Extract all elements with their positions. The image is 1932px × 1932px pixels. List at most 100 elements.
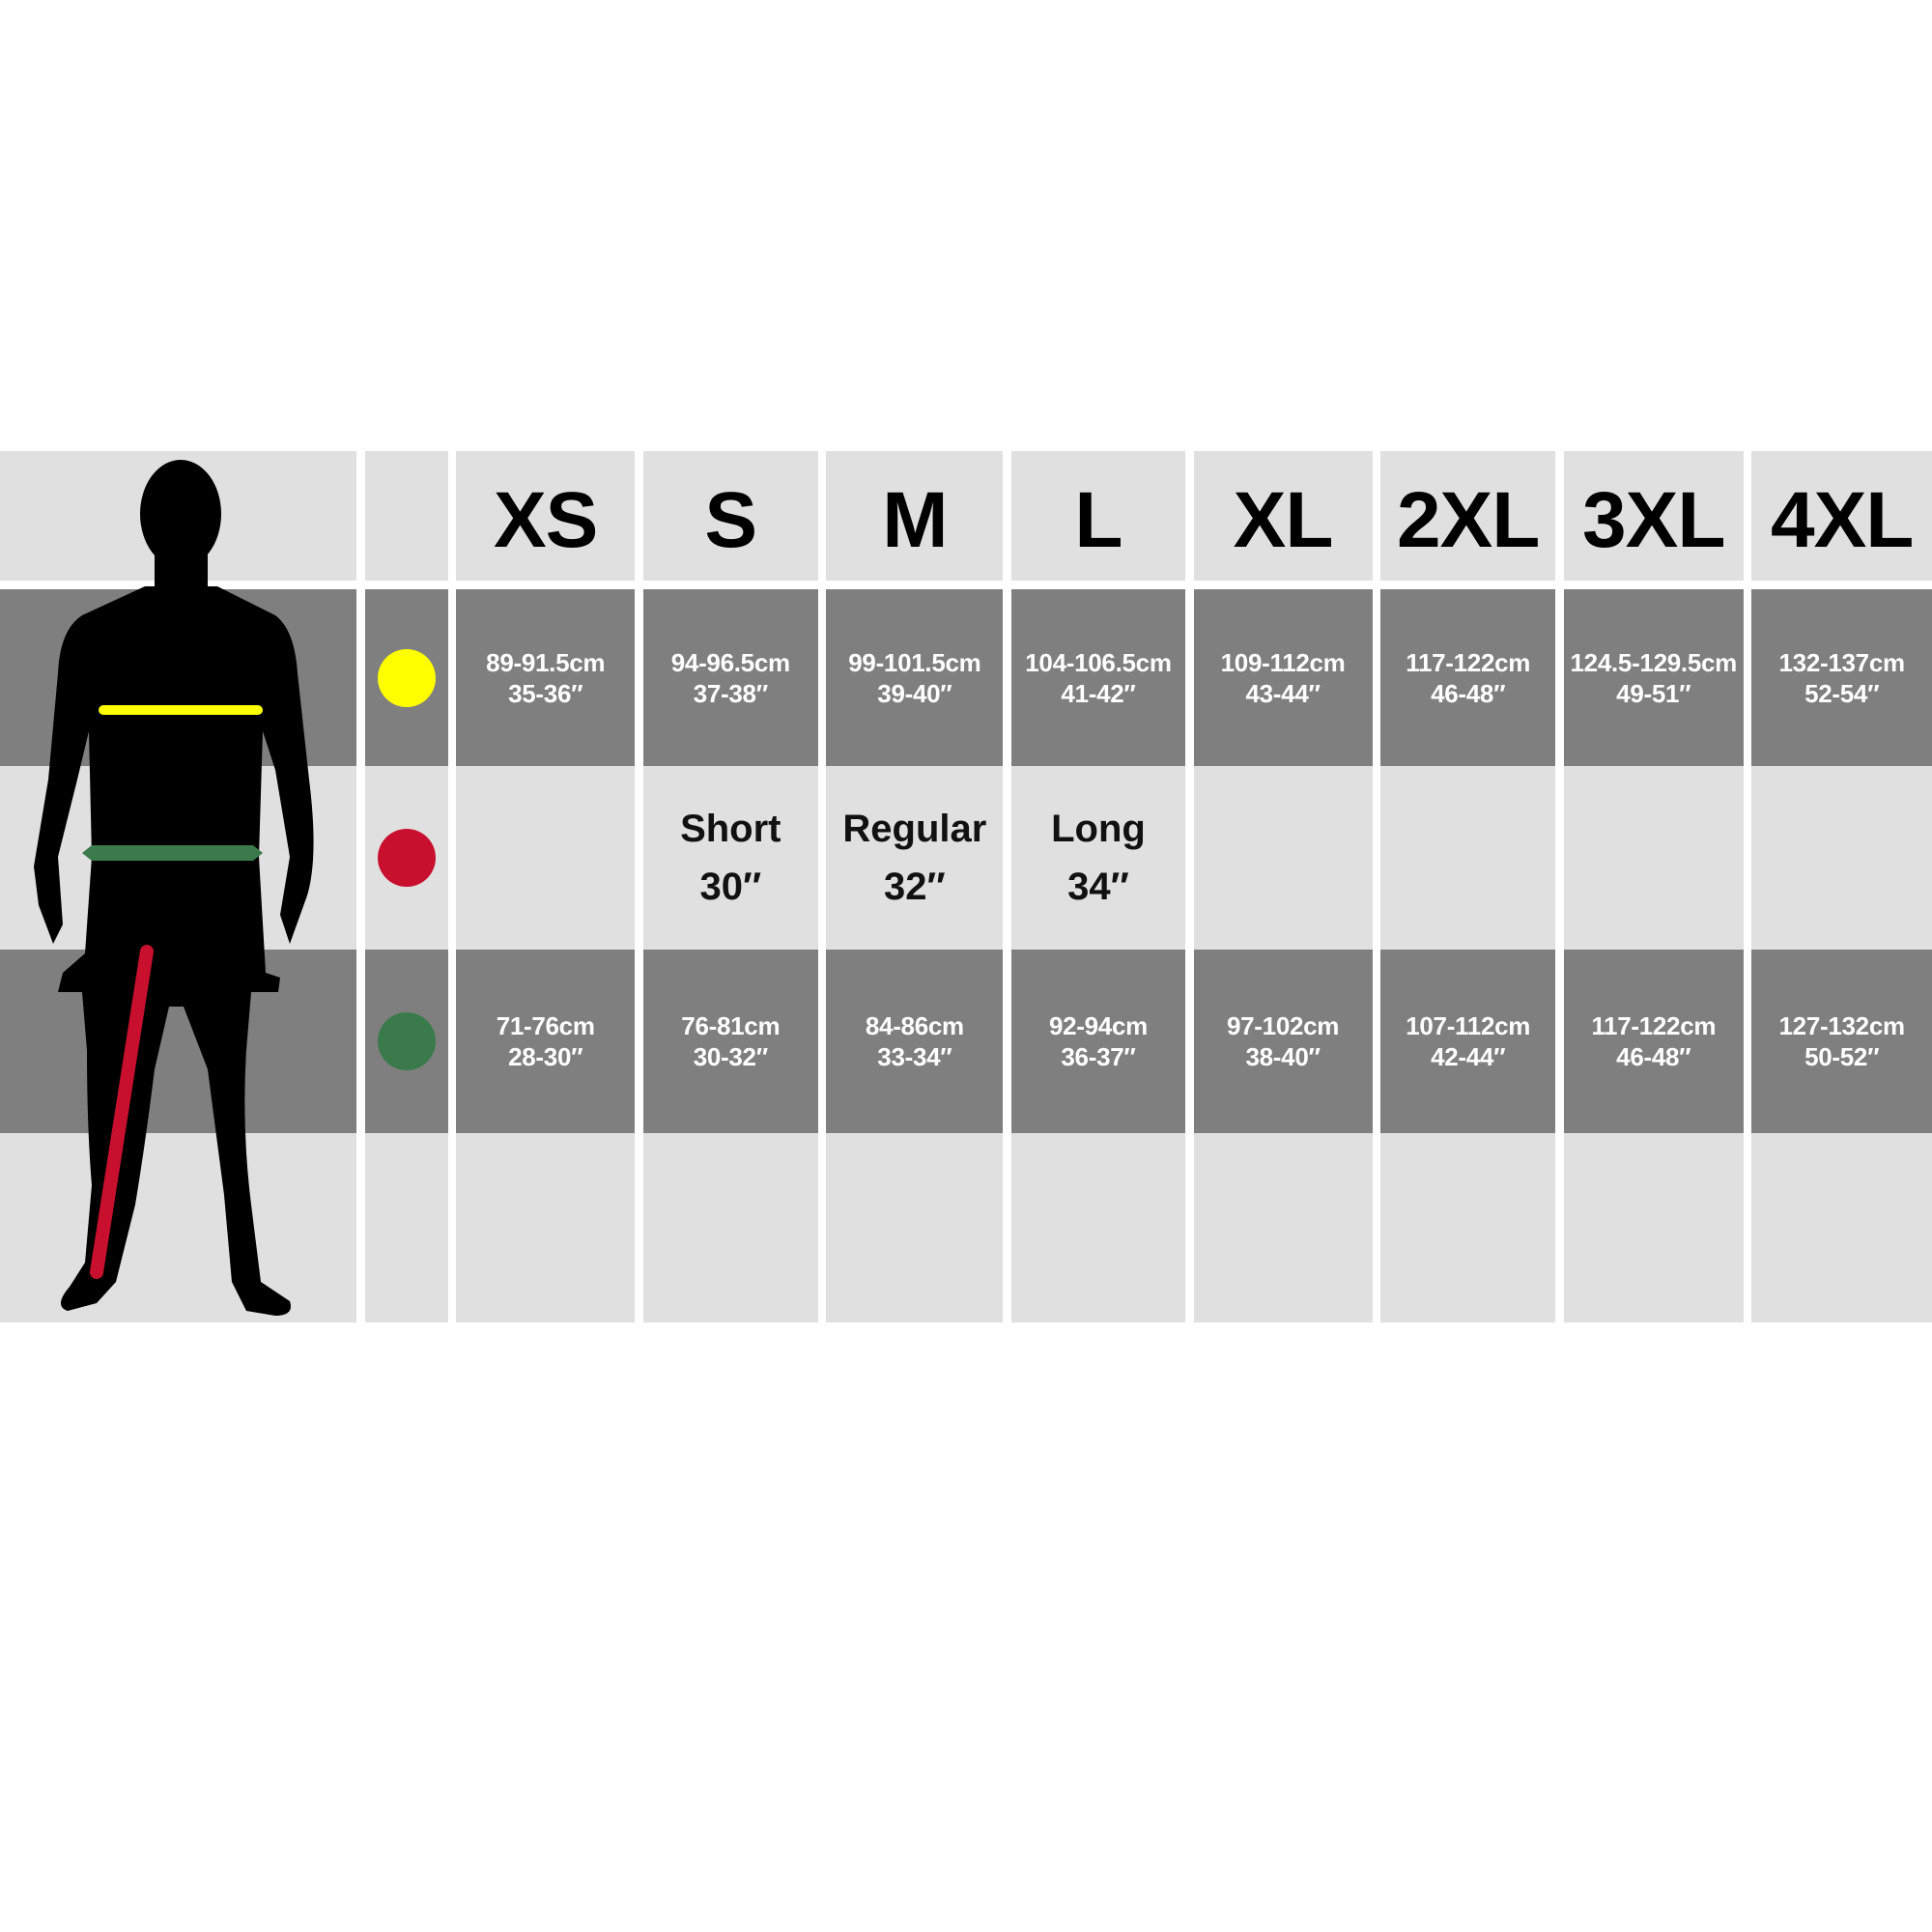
size-header-S: S <box>642 451 818 581</box>
chest-indicator-cell <box>364 589 448 766</box>
waist-cell-3XL: 117-122cm 46-48″ <box>1563 950 1744 1133</box>
waist-indicator-cell <box>364 950 448 1133</box>
waist-cm: 76-81cm <box>681 1011 781 1040</box>
chest-cell-M: 99-101.5cm 39-40″ <box>826 589 1004 766</box>
waist-inch: 36-37″ <box>1061 1042 1136 1071</box>
inseam-value: 32″ <box>884 866 946 908</box>
inseam-cell-L: Long 34″ <box>1010 766 1185 950</box>
waist-inch: 46-48″ <box>1616 1042 1691 1071</box>
empty-cell-L <box>1010 1133 1185 1322</box>
chest-cell-L: 104-106.5cm 41-42″ <box>1010 589 1185 766</box>
waist-cell-M: 84-86cm 33-34″ <box>826 950 1004 1133</box>
figure-header-cell <box>0 451 356 581</box>
waist-cell-4XL: 127-132cm 50-52″ <box>1751 950 1932 1133</box>
inseam-label: Short <box>680 808 781 850</box>
size-label: 4XL <box>1770 476 1914 564</box>
chest-cell-3XL: 124.5-129.5cm 49-51″ <box>1563 589 1744 766</box>
empty-cell-4XL <box>1751 1133 1932 1322</box>
waist-cell-XS: 71-76cm 28-30″ <box>456 950 636 1133</box>
chest-cm: 132-137cm <box>1778 647 1906 677</box>
chest-cm: 104-106.5cm <box>1025 647 1172 677</box>
waist-cell-2XL: 107-112cm 42-44″ <box>1380 950 1556 1133</box>
size-header-XL: XL <box>1193 451 1373 581</box>
dot-header-cell <box>364 451 448 581</box>
waist-inch: 42-44″ <box>1431 1042 1506 1071</box>
inseam-value: 34″ <box>1067 866 1129 908</box>
chest-inch: 43-44″ <box>1245 678 1321 708</box>
empty-cell-2XL <box>1380 1133 1556 1322</box>
empty-cell-3XL <box>1563 1133 1744 1322</box>
inseam-cell-XL <box>1193 766 1373 950</box>
chest-inch: 35-36″ <box>508 678 583 708</box>
inseam-cell-M: Regular 32″ <box>826 766 1004 950</box>
size-chart: XS S M L XL 2XL 3XL 4XL 89-91.5cm 35-36″ 94-96.5cm… <box>0 451 1932 1322</box>
chest-cell-S: 94-96.5cm 37-38″ <box>642 589 818 766</box>
inseam-label: Long <box>1051 808 1146 850</box>
size-header-L: L <box>1010 451 1185 581</box>
waist-inch: 30-32″ <box>693 1042 768 1071</box>
chest-inch: 52-54″ <box>1804 678 1880 708</box>
waist-inch: 38-40″ <box>1245 1042 1321 1071</box>
inseam-color-dot-icon <box>377 829 436 887</box>
waist-cm: 117-122cm <box>1591 1011 1717 1040</box>
figure-cell-inseam <box>0 766 356 950</box>
chest-inch: 41-42″ <box>1061 678 1136 708</box>
waist-cm: 84-86cm <box>865 1011 964 1040</box>
waist-cell-XL: 97-102cm 38-40″ <box>1193 950 1373 1133</box>
inseam-cell-2XL <box>1380 766 1556 950</box>
chest-cell-XS: 89-91.5cm 35-36″ <box>456 589 636 766</box>
chest-cm: 124.5-129.5cm <box>1570 647 1738 677</box>
chest-cell-XL: 109-112cm 43-44″ <box>1193 589 1373 766</box>
chest-color-dot-icon <box>377 648 436 707</box>
waist-cm: 71-76cm <box>496 1011 595 1040</box>
inseam-indicator-cell <box>364 766 448 950</box>
size-header-4XL: 4XL <box>1751 451 1932 581</box>
chest-cm: 117-122cm <box>1406 647 1531 677</box>
chest-inch: 37-38″ <box>693 678 768 708</box>
figure-cell-bottom <box>0 1133 356 1322</box>
waist-cm: 92-94cm <box>1048 1011 1148 1040</box>
waist-cm: 97-102cm <box>1226 1011 1340 1040</box>
empty-cell-XS <box>456 1133 636 1322</box>
inseam-cell-3XL <box>1563 766 1744 950</box>
chest-cell-4XL: 132-137cm 52-54″ <box>1751 589 1932 766</box>
waist-color-dot-icon <box>377 1012 436 1070</box>
waist-cm: 127-132cm <box>1778 1011 1906 1040</box>
size-label: S <box>704 476 757 564</box>
empty-cell-S <box>642 1133 818 1322</box>
inseam-value: 30″ <box>699 866 762 908</box>
inseam-cell-S: Short 30″ <box>642 766 818 950</box>
size-label: XL <box>1233 476 1334 564</box>
waist-cell-L: 92-94cm 36-37″ <box>1010 950 1185 1133</box>
size-label: M <box>882 476 948 564</box>
waist-cm: 107-112cm <box>1406 1011 1531 1040</box>
empty-cell-XL <box>1193 1133 1373 1322</box>
chest-cm: 109-112cm <box>1220 647 1346 677</box>
inseam-label: Regular <box>842 808 987 850</box>
chest-cm: 89-91.5cm <box>486 647 606 677</box>
empty-cell-M <box>826 1133 1004 1322</box>
waist-inch: 28-30″ <box>508 1042 583 1071</box>
size-header-M: M <box>826 451 1004 581</box>
size-header-2XL: 2XL <box>1380 451 1556 581</box>
size-header-3XL: 3XL <box>1563 451 1744 581</box>
chest-cell-2XL: 117-122cm 46-48″ <box>1380 589 1556 766</box>
figure-cell-waist <box>0 950 356 1133</box>
chest-inch: 46-48″ <box>1431 678 1506 708</box>
size-label: 2XL <box>1396 476 1540 564</box>
waist-inch: 50-52″ <box>1804 1042 1880 1071</box>
inseam-cell-4XL <box>1751 766 1932 950</box>
indicator-cell-bottom <box>364 1133 448 1322</box>
size-header-XS: XS <box>456 451 636 581</box>
size-label: XS <box>493 476 598 564</box>
chest-cm: 99-101.5cm <box>848 647 981 677</box>
waist-cell-S: 76-81cm 30-32″ <box>642 950 818 1133</box>
figure-cell-chest <box>0 589 356 766</box>
waist-inch: 33-34″ <box>877 1042 952 1071</box>
chest-inch: 49-51″ <box>1616 678 1691 708</box>
chest-inch: 39-40″ <box>877 678 952 708</box>
size-label: 3XL <box>1582 476 1725 564</box>
chest-cm: 94-96.5cm <box>670 647 790 677</box>
inseam-cell-XS <box>456 766 636 950</box>
size-label: L <box>1074 476 1122 564</box>
